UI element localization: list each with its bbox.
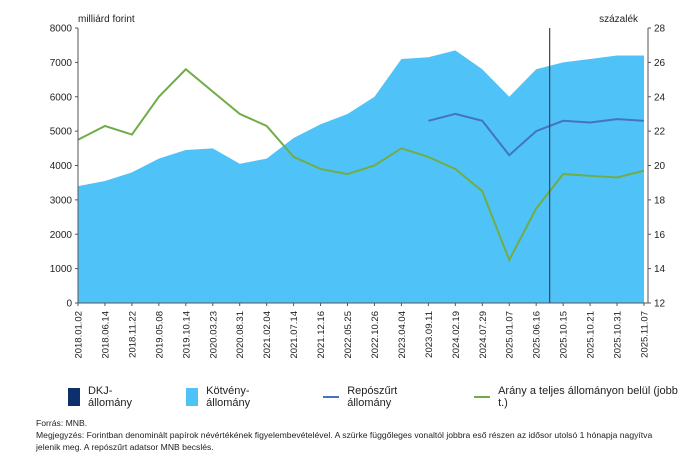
right-tick-label: 16 (654, 230, 666, 241)
kotveny-swatch (186, 388, 199, 406)
left-tick-label: 2000 (50, 230, 73, 241)
left-axis-label: milliárd forint (78, 14, 135, 25)
x-tick-label: 2022.10.26 (370, 311, 381, 359)
remark-note: Megjegyzés: Forintban denominált papírok… (36, 430, 653, 452)
left-tick-label: 5000 (50, 127, 73, 138)
right-tick-label: 26 (654, 58, 666, 69)
chart: 0 1000 2000 3000 4000 5000 6000 7000 8000 12 14 16 1… (50, 14, 666, 359)
series-area-1 (78, 50, 644, 303)
left-tick-label: 7000 (50, 58, 73, 69)
x-tick-label: 2018.06.14 (100, 311, 111, 359)
x-tick-label: 2025.10.15 (559, 311, 570, 359)
x-tick-label: 2019.05.08 (154, 311, 165, 359)
legend-item-dkj: DKJ-állomány (68, 385, 156, 409)
right-tick-label: 18 (654, 195, 666, 206)
x-tick-label: 2018.11.22 (127, 311, 138, 358)
repo-swatch (323, 396, 340, 398)
x-tick-label: 2021.12.16 (316, 311, 327, 359)
left-tick-label: 1000 (50, 264, 73, 275)
right-tick-label: 24 (654, 92, 666, 103)
legend-label: Repószűrt állomány (347, 385, 398, 409)
right-tick-label: 22 (654, 127, 666, 138)
x-tick-label: 2025.11.07 (640, 311, 651, 358)
legend-item-arany: Arány a teljes állományon belül (jobb t.… (474, 385, 690, 409)
left-tick-label: 4000 (50, 161, 73, 172)
x-tick-label: 2023.09.11 (424, 311, 435, 358)
x-tick-label: 2018.01.02 (74, 311, 85, 359)
x-tick-label: 2020.08.31 (235, 311, 246, 359)
x-tick-label: 2025.06.16 (532, 311, 543, 359)
right-tick-label: 28 (654, 24, 666, 35)
x-tick-label: 2024.07.29 (478, 311, 489, 359)
legend-item-repo: Repószűrt állomány (323, 385, 444, 409)
x-tick-label: 2019.10.14 (181, 311, 192, 359)
x-tick-label: 2021.02.04 (262, 311, 273, 359)
x-tick-label: 2025.10.21 (586, 311, 597, 359)
x-tick-label: 2025.10.31 (613, 311, 624, 359)
x-tick-label: 2025.01.07 (505, 311, 516, 359)
x-tick-label: 2020.03.23 (208, 311, 219, 359)
legend-label: Kötvény-állomány (206, 385, 251, 409)
right-tick-label: 12 (654, 299, 666, 310)
legend: DKJ-állomány Kötvény-állomány Repószűrt … (68, 385, 690, 409)
legend-label: DKJ-állomány (87, 385, 132, 409)
right-tick-label: 20 (654, 161, 666, 172)
x-tick-label: 2024.02.19 (451, 311, 462, 359)
left-tick-label: 8000 (50, 24, 73, 35)
left-tick-label: 6000 (50, 92, 73, 103)
right-axis-label: százalék (599, 14, 639, 25)
dkj-swatch (68, 388, 80, 406)
left-tick-label: 3000 (50, 195, 73, 206)
x-tick-label: 2022.05.25 (343, 311, 354, 359)
x-tick-label: 2023.04.04 (397, 311, 408, 359)
left-tick-label: 0 (66, 299, 72, 310)
legend-label: Arány a teljes állományon belül (jobb t.… (498, 385, 678, 409)
arany-swatch (474, 396, 491, 398)
series-line-2 (428, 112, 645, 157)
legend-item-kotveny: Kötvény-állomány (186, 385, 293, 409)
right-tick-label: 14 (654, 264, 666, 275)
source-note: Forrás: MNB. (36, 418, 88, 428)
x-tick-label: 2021.07.14 (289, 311, 300, 359)
notes: Forrás: MNB. Megjegyzés: Forintban denom… (36, 417, 676, 453)
